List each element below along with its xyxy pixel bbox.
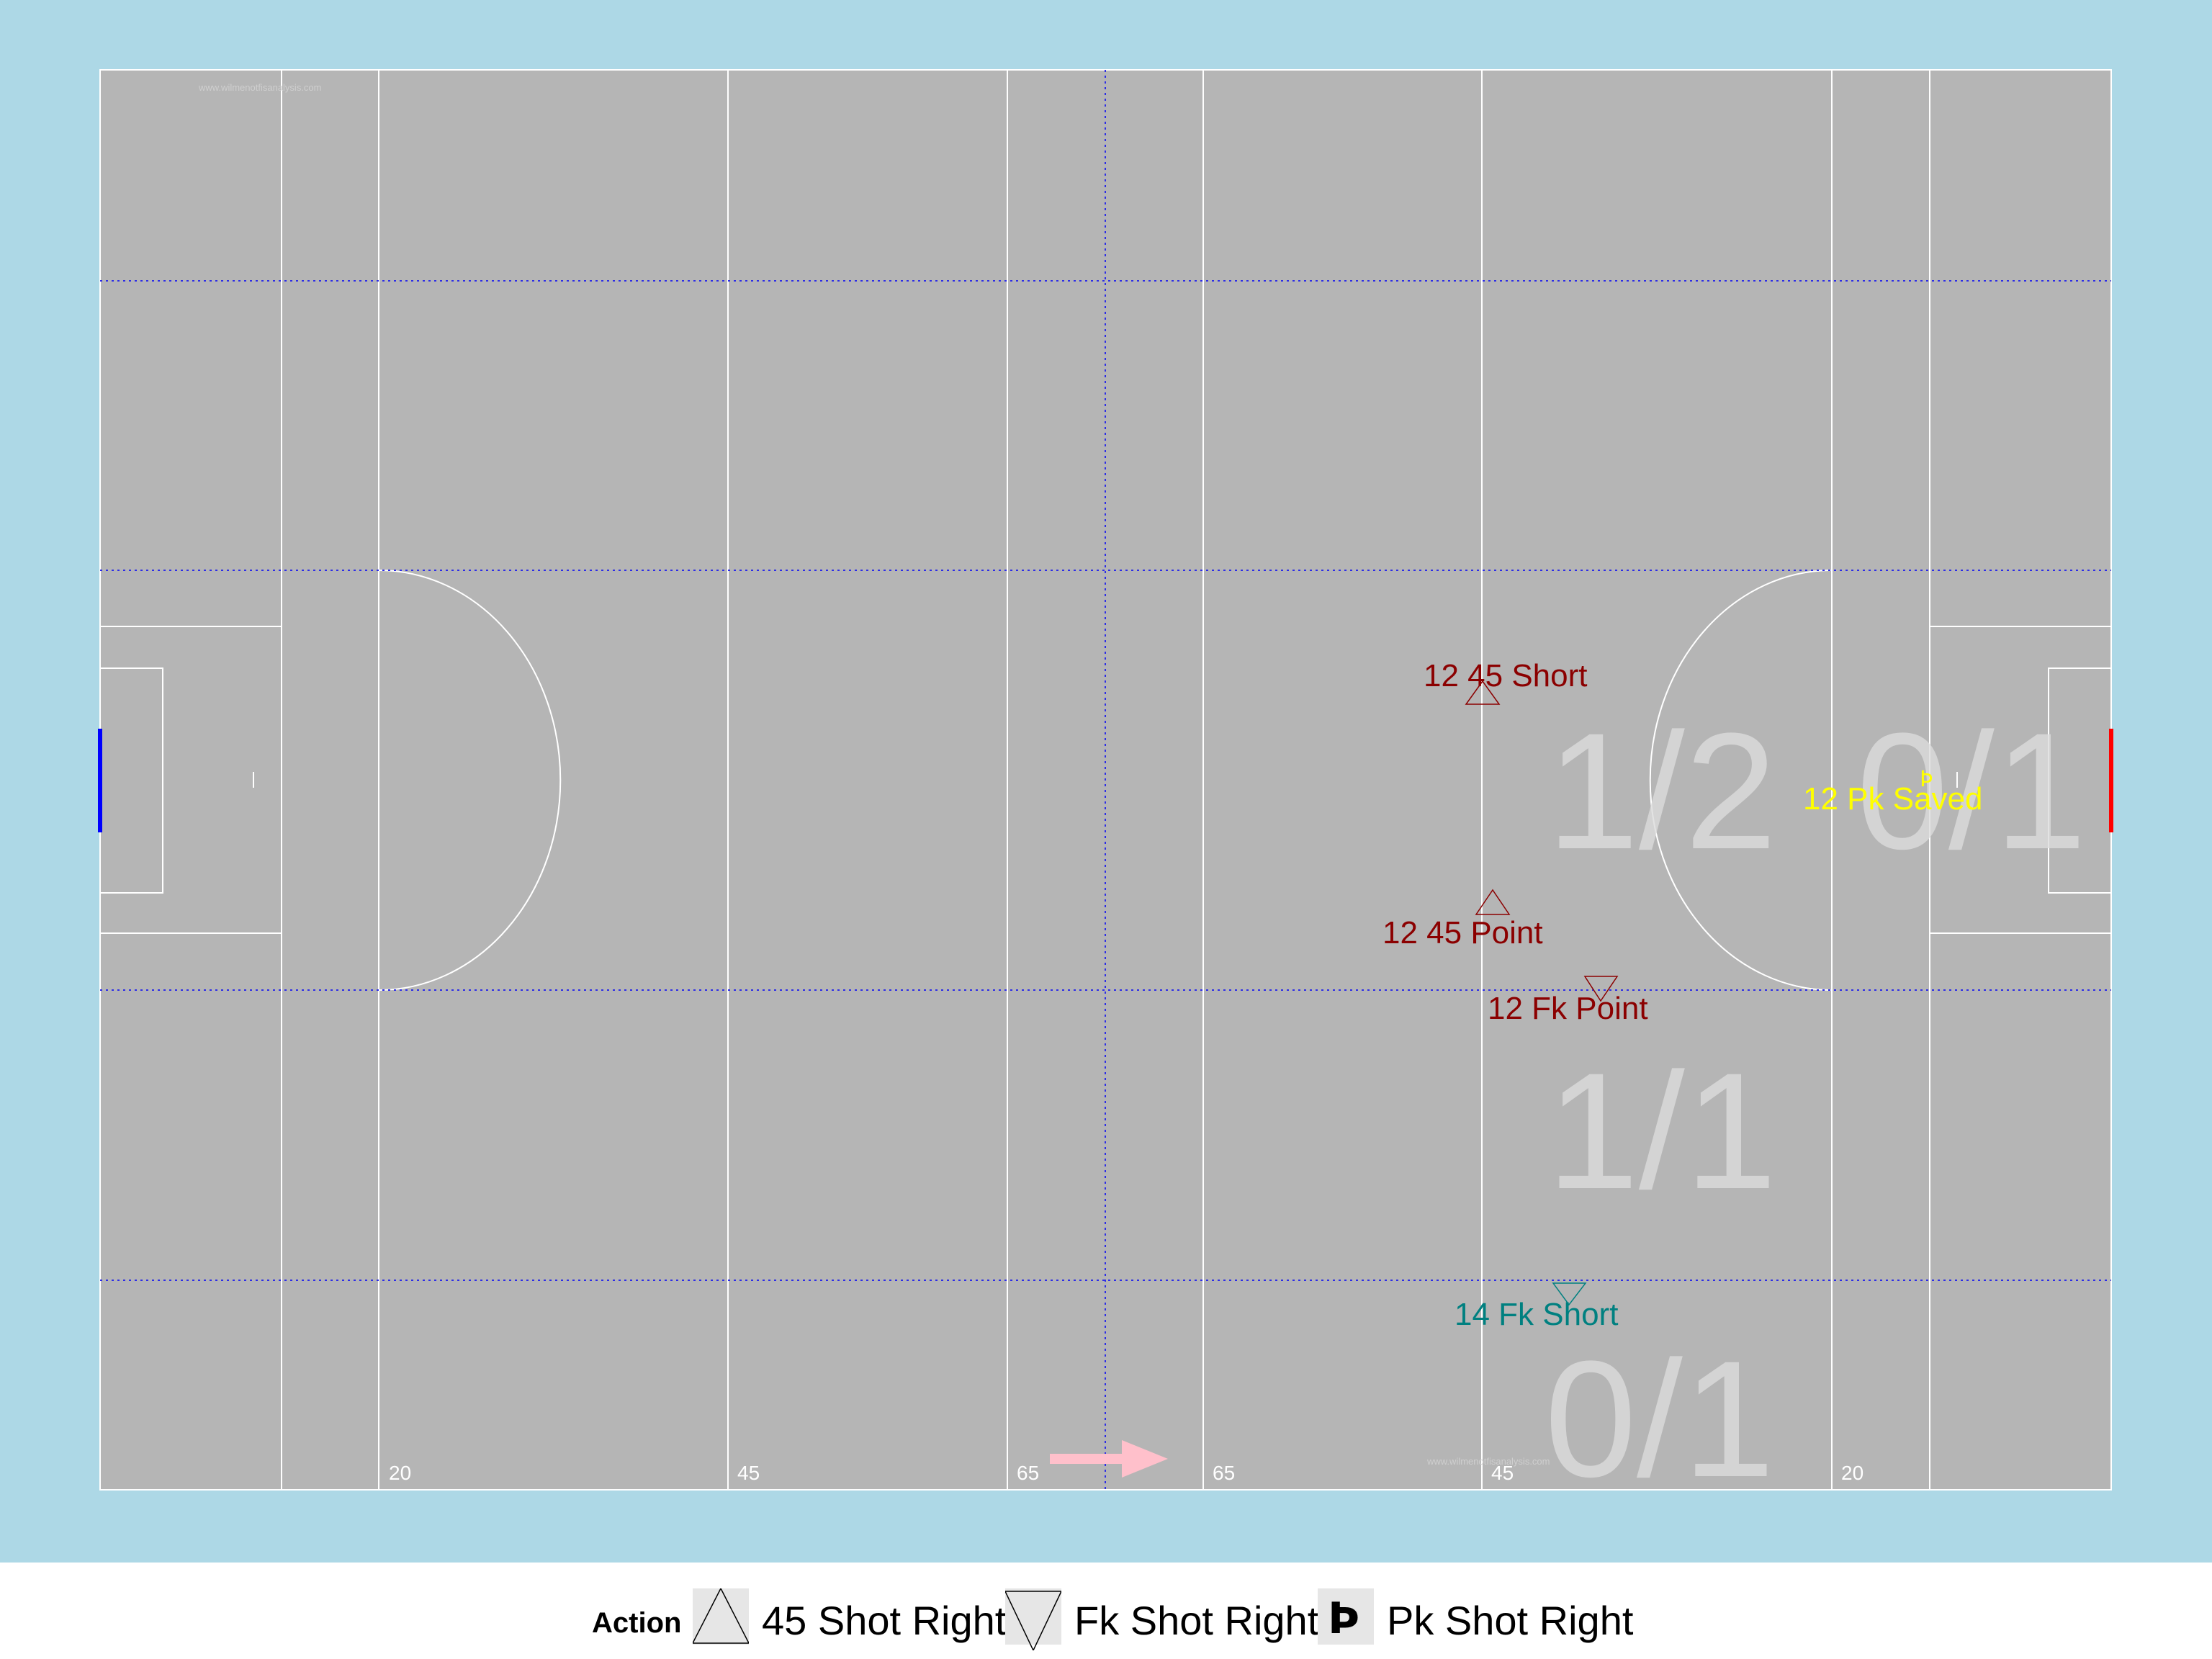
legend-label-fk-shot: Fk Shot Right	[1074, 1598, 1319, 1643]
distance-label-45-left: 45	[737, 1462, 760, 1484]
event-label: 12 Pk Saved	[1803, 781, 1983, 817]
triangle-down-icon	[1004, 1591, 1063, 1652]
zone-stat-lower-middle: 1/1	[1547, 1038, 1777, 1223]
event-label: 12 45 Point	[1382, 915, 1543, 950]
event-label: 14 Fk Short	[1455, 1297, 1618, 1332]
thorn-icon: Þ	[1328, 1593, 1359, 1644]
legend-label-45-shot: 45 Shot Right	[762, 1598, 1007, 1643]
legend-key-fk-shot	[1004, 1588, 1063, 1652]
triangle-down-icon	[1552, 1282, 1587, 1306]
watermark-bottom: www.wilmenotfisanalysis.com	[1426, 1456, 1550, 1467]
arrow-right-icon	[1050, 1440, 1168, 1478]
event-label: 12 Fk Point	[1488, 991, 1648, 1026]
legend-key-pk-shot: Þ	[1318, 1588, 1374, 1645]
watermark-top: www.wilmenotfisanalysis.com	[198, 82, 322, 93]
triangle-down-icon	[1583, 976, 1619, 1002]
zone-stat-middle: 1/2	[1547, 698, 1777, 884]
legend-title: Action	[592, 1607, 682, 1639]
zone-grid	[100, 70, 2111, 1490]
zone-stat-bottom: 0/1	[1545, 1326, 1775, 1511]
distance-label-65-left: 65	[1017, 1462, 1039, 1484]
zone-stat-right-top: 0/1	[1856, 698, 2087, 884]
legend	[0, 1563, 2212, 1659]
triangle-up-icon	[691, 1587, 750, 1644]
distance-label-45-right: 45	[1491, 1462, 1514, 1484]
svg-text:Þ: Þ	[1328, 1593, 1359, 1644]
distance-label-20-right: 20	[1841, 1462, 1863, 1484]
distance-label-20-left: 20	[389, 1462, 411, 1484]
event-label: 12 45 Short	[1424, 658, 1588, 693]
distance-label-65-right: 65	[1213, 1462, 1235, 1484]
pitch-diagram: www.wilmenotfisanalysis.com www.wilmenot…	[98, 69, 2113, 1511]
thorn-icon: Þ	[1920, 767, 1933, 792]
legend-key-45-shot	[691, 1587, 750, 1645]
triangle-up-icon	[1475, 889, 1511, 915]
legend-label-pk-shot: Pk Shot Right	[1387, 1598, 1634, 1643]
triangle-up-icon	[1465, 680, 1501, 705]
